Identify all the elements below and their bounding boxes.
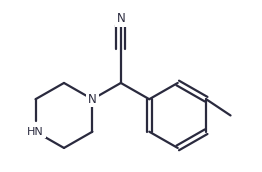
Text: N: N: [88, 93, 97, 106]
Text: HN: HN: [27, 127, 44, 137]
Text: N: N: [117, 13, 125, 25]
